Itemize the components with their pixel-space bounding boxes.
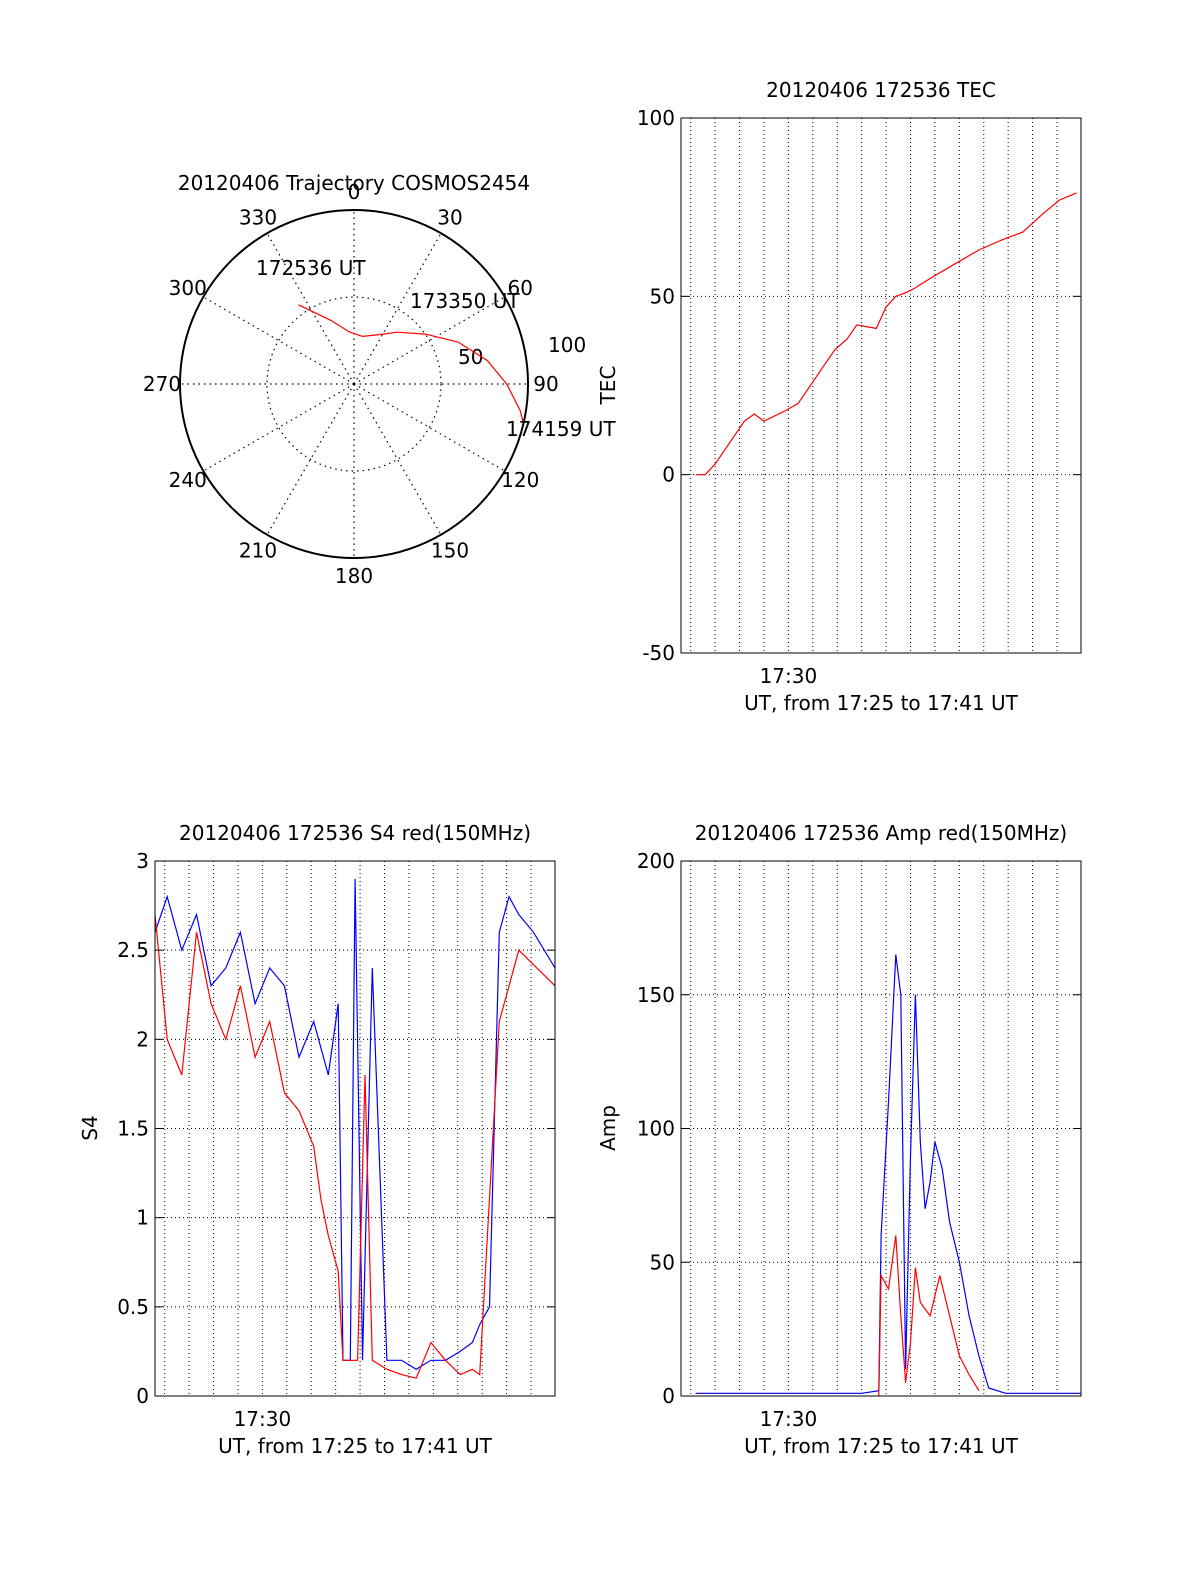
series-line-blue (154, 878, 556, 1371)
polar-angle-label: 330 (239, 206, 277, 230)
polar-angle-label: 0 (348, 180, 361, 204)
polar-angle-label: 240 (169, 468, 207, 492)
xtick-label: 17:30 (234, 1407, 292, 1431)
ytick-label: 3 (136, 849, 149, 873)
track-label-end: 174159 UT (506, 417, 616, 441)
amp-ylabel: Amp (596, 1105, 620, 1151)
xtick-label: 17:30 (760, 1407, 818, 1431)
amp-xlabel: UT, from 17:25 to 17:41 UT (744, 1434, 1019, 1458)
amp-title: 20120406 172536 Amp red(150MHz) (695, 821, 1067, 845)
polar-ring (266, 296, 442, 472)
polar-angle-label: 150 (431, 538, 469, 562)
s4-ylabel: S4 (78, 1115, 102, 1140)
ytick-label: 100 (637, 1117, 675, 1141)
amp-grid (681, 860, 1081, 1397)
tec-xtick-labels: 17:30 (760, 664, 818, 688)
ytick-label: -50 (642, 641, 675, 665)
ytick-label: 1 (136, 1206, 149, 1230)
track-label-start: 172536 UT (256, 256, 366, 280)
ytick-label: 100 (637, 106, 675, 130)
ytick-label: 0 (662, 463, 675, 487)
track-label-mid: 173350 UT (410, 289, 520, 313)
polar-spoke (266, 383, 355, 535)
series-line-red (154, 914, 556, 1379)
s4-title: 20120406 172536 S4 red(150MHz) (179, 821, 531, 845)
polar-angle-labels: 0 30 60 90 120 150 180 210 240 270 300 330 (143, 180, 559, 588)
ytick-label: 50 (650, 1250, 675, 1274)
polar-radial-label-100: 100 (548, 333, 586, 357)
amp-xtick-labels: 17:30 (760, 1407, 818, 1431)
tec-ylabel: TEC (596, 366, 620, 406)
amp-panel: 20120406 172536 Amp red(150MHz) 0 50 100 15… (596, 821, 1082, 1458)
tec-title: 20120406 172536 TEC (766, 78, 996, 102)
s4-plot-frame (154, 860, 556, 1397)
polar-outer-circle (179, 209, 529, 559)
polar-radial-label-50: 50 (458, 345, 483, 369)
tec-ytick-labels: -50 0 50 100 (637, 106, 675, 665)
tec-grid (681, 117, 1081, 654)
s4-ytick-labels: 0 0.5 1 1.5 2 2.5 3 (117, 849, 149, 1408)
polar-spoke (203, 296, 355, 385)
polar-angle-label: 120 (501, 468, 539, 492)
polar-grid (180, 210, 528, 558)
s4-xlabel: UT, from 17:25 to 17:41 UT (218, 1434, 493, 1458)
amp-ytick-labels: 0 50 100 150 200 (637, 849, 675, 1408)
polar-angle-label: 30 (437, 206, 462, 230)
polar-spoke (353, 233, 442, 385)
amp-series (695, 954, 1081, 1397)
s4-panel: 20120406 172536 S4 red(150MHz) 0 0.5 1 1.5 2… (78, 821, 556, 1458)
series-line-blue (695, 954, 1081, 1394)
ytick-label: 150 (637, 983, 675, 1007)
polar-angle-label: 210 (239, 538, 277, 562)
ytick-label: 50 (650, 284, 675, 308)
tec-plot-frame (680, 117, 1082, 654)
ytick-label: 200 (637, 849, 675, 873)
polar-plot: 20120406 Trajectory COSMOS2454 0 30 60 90 12… (143, 171, 616, 588)
polar-angle-label: 270 (143, 372, 181, 396)
polar-title: 20120406 Trajectory COSMOS2454 (178, 171, 530, 195)
amp-plot-frame (680, 860, 1082, 1397)
ytick-label: 1.5 (117, 1117, 149, 1141)
polar-spoke (266, 233, 355, 385)
ytick-label: 2.5 (117, 938, 149, 962)
s4-xtick-labels: 17:30 (234, 1407, 292, 1431)
ytick-label: 2 (136, 1027, 149, 1051)
series-line-red (695, 192, 1077, 476)
polar-angle-label: 60 (508, 276, 533, 300)
polar-angle-label: 300 (169, 276, 207, 300)
polar-angle-label: 90 (533, 372, 558, 396)
ytick-label: 0 (662, 1384, 675, 1408)
ytick-label: 0.5 (117, 1295, 149, 1319)
satellite-track (298, 304, 525, 424)
s4-series (154, 878, 556, 1379)
polar-angle-label: 180 (335, 564, 373, 588)
polar-spoke (203, 383, 355, 472)
polar-spoke (353, 383, 505, 472)
series-line-red (878, 1235, 980, 1397)
polar-spoke (353, 296, 505, 385)
polar-spoke (353, 383, 442, 535)
tec-xlabel: UT, from 17:25 to 17:41 UT (744, 691, 1019, 715)
ytick-label: 0 (136, 1384, 149, 1408)
xtick-label: 17:30 (760, 664, 818, 688)
tec-series (695, 192, 1077, 476)
